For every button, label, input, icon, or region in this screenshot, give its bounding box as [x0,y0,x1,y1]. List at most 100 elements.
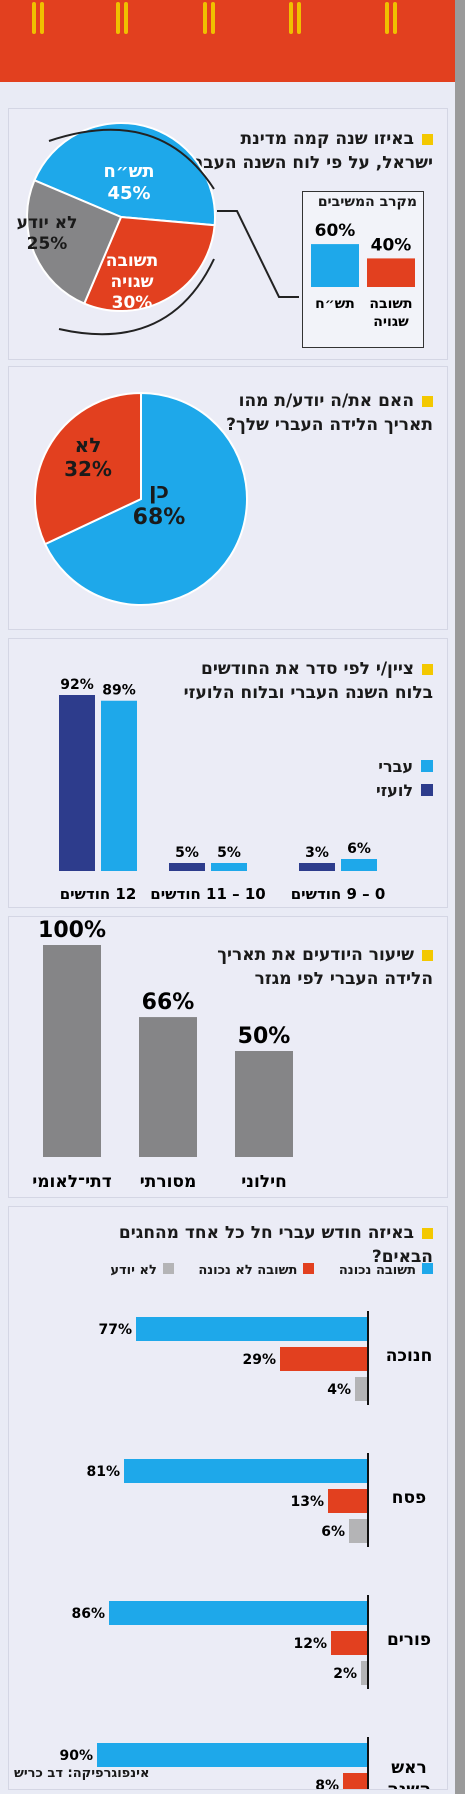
legend-swatch [421,784,433,796]
holiday-bar-value: 77% [98,1322,132,1338]
pie-label-tashach: תש״ח 45% [103,161,155,204]
sector-bar [139,1017,197,1157]
binder-ring [203,2,207,34]
binder-ring [297,2,301,34]
question-title: באיזו שנה קמה מדינת ישראל, על פי לוח השנ… [178,129,433,173]
holiday-bar-value: 29% [242,1352,276,1368]
holiday-bar [343,1773,367,1789]
panel-sector: שיעור היודעים את תאריך הלידה העברי לפי מ… [8,916,448,1198]
binder-ring [116,2,120,34]
arc-bracket [48,128,215,190]
inset-bar-chart: 60% 40% תש״ח תשובה שגויה [311,221,415,330]
question-title: ציין/י לפי סדר את החודשים בלוח השנה העבר… [183,659,433,703]
holiday-label: ראש [391,1758,427,1778]
inset-bar-label: תש״ח [315,296,355,312]
bullet-icon [422,949,433,961]
inset-bar-value: 60% [315,221,356,241]
pie-chart-birthday [34,391,248,606]
month-category-label: 12 חודשים [60,885,137,903]
month-bar-value: 92% [60,677,94,693]
sector-label: מסורתי [140,1172,197,1192]
binder-ring [32,2,36,34]
sector-bar-chart: 100% דתי־לאומי 66% מסורתי 50% חילוני [32,918,293,1192]
holiday-label: חנוכה [386,1346,433,1366]
month-category-label: 0 – 9 חודשים [291,885,386,903]
holiday-bar [280,1347,367,1371]
binder-ring [385,2,389,34]
bullet-icon [422,1227,433,1239]
bullet-icon [422,663,433,675]
holiday-bar [109,1601,367,1625]
holiday-bar [355,1377,367,1401]
binder-ring [289,2,293,34]
month-bar-value: 6% [347,841,371,857]
inset-box: מקרב המשיבים 60% 40% תש״ח תשובה שגויה [302,191,424,348]
binder-ring [40,2,44,34]
pie-chart-founding [26,122,299,336]
holiday-bar [328,1489,367,1513]
inset-title: מקרב המשיבים [317,194,417,210]
question-title: באיזה חודש עברי חל כל אחד מהחגים הבאים? [118,1223,433,1267]
holiday-bar-value: 13% [290,1494,324,1510]
panel-holidays: באיזה חודש עברי חל כל אחד מהחגים הבאים? … [8,1206,448,1790]
binder-ring [211,2,215,34]
holiday-bar [97,1743,367,1767]
legend-swatch [421,760,433,772]
month-bar [211,863,247,871]
panel-state-founding: באיזו שנה קמה מדינת ישראל, על פי לוח השנ… [8,108,448,360]
sector-bar [43,945,101,1157]
panel-month-order: ציין/י לפי סדר את החודשים בלוח השנה העבר… [8,638,448,908]
holiday-bar [136,1317,367,1341]
month-bar-value: 89% [102,683,136,699]
question-title: שיעור היודעים את תאריך הלידה העברי לפי מ… [217,945,433,989]
month-bar [101,700,137,871]
month-bar-value: 5% [175,845,199,861]
month-bar [299,863,335,871]
slice-tashach [33,122,216,227]
sector-bar-value: 100% [38,918,106,943]
holiday-bar-value: 90% [59,1748,93,1764]
legend-swatch [303,1263,315,1274]
month-order-bar-chart: 92% 89% 12 חודשים 5% 5% 10 – 11 חודשים 3% 6% 0 –… [59,677,386,903]
inset-bar-label: שגויה [373,314,409,330]
pie-label-dontknow: לא יודע 25% [16,213,78,254]
bullet-icon [422,133,433,145]
slice-no [34,391,142,546]
pie-label-no: לא 32% [64,433,112,481]
sector-bar-value: 50% [238,1024,291,1049]
question-title: האם את/ה יודע/ת מהו תאריך הלידה העברי של… [226,391,433,435]
holiday-bar-value: 2% [333,1666,357,1682]
holiday-bar-value: 4% [327,1382,351,1398]
holiday-bar [349,1519,367,1543]
inset-bar [367,258,415,287]
legend-swatch [162,1263,174,1274]
calendar-header [0,0,455,82]
arc-bracket [58,258,215,336]
holiday-bar-value: 12% [293,1636,327,1652]
holiday-label: פסח [392,1488,426,1508]
holiday-bar-value: 6% [321,1524,345,1540]
legend-hebrew: עברי [376,755,433,779]
slice-yes [43,391,248,606]
holiday-bar [331,1631,367,1655]
inset-bar [311,244,359,287]
credit: אינפוגרפיקה: דב כריש [14,1766,150,1781]
inset-bar-label: תשובה [369,296,412,312]
holidays-bar-chart: 77% 29% 4% חנוכה 81% 13% 6% פסח 86% 12% 2% פורים 90%… [59,1311,433,1790]
holiday-label: פורים [387,1630,431,1650]
month-bar [59,695,95,871]
slice-dontknow [26,178,123,305]
binder-ring [393,2,397,34]
sector-label: דתי־לאומי [32,1172,111,1192]
legend: עברי לועזי [376,755,433,803]
pie-label-wrong: תשובה שגויה 30% [105,251,159,313]
panel-hebrew-birthday: האם את/ה יודע/ת מהו תאריך הלידה העברי של… [8,366,448,630]
month-bar [169,863,205,871]
legend-swatch [422,1263,433,1274]
sector-label: חילוני [241,1172,287,1192]
holiday-bar [361,1661,367,1685]
holiday-label: השנה [387,1780,431,1790]
legend: תשובה נכונה תשובה לא נכונה לא יודע [110,1263,433,1278]
holiday-bar [124,1459,367,1483]
slice-wrong [82,215,216,312]
